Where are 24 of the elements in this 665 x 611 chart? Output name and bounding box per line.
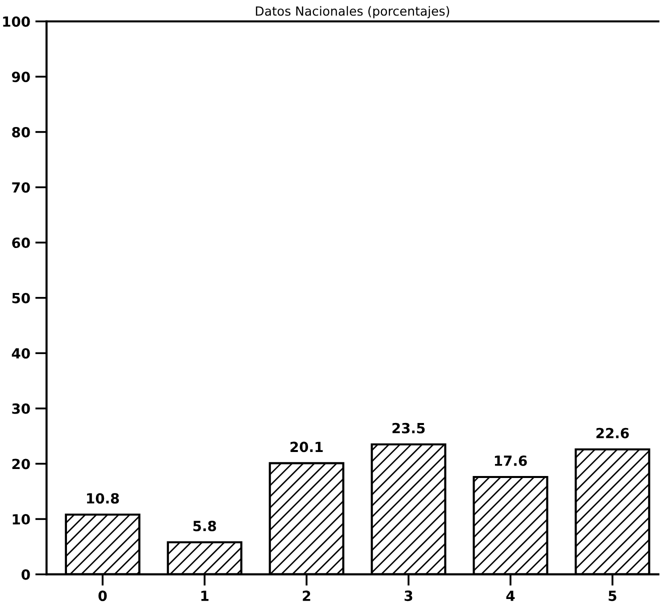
- y-tick-label: 40: [12, 348, 30, 359]
- y-tick-label: 30: [12, 403, 30, 414]
- x-tick-label: 4: [506, 590, 515, 601]
- data-label: 20.1: [290, 442, 323, 452]
- y-tick-label: 20: [12, 458, 30, 470]
- data-label: 5.8: [193, 520, 216, 532]
- y-tick-label: 10: [12, 514, 30, 525]
- x-tick-label: 1: [201, 590, 208, 601]
- x-tick-label: 5: [608, 590, 616, 602]
- data-label: 10.8: [87, 493, 119, 504]
- y-tick-label: 50: [12, 292, 30, 304]
- y-tick-label: 70: [12, 182, 30, 193]
- x-tick-label: 3: [404, 590, 412, 602]
- y-tick-label: 0: [22, 569, 30, 580]
- data-label: 22.6: [596, 428, 629, 438]
- x-tick-label: 2: [302, 590, 310, 601]
- y-tick-label: 80: [12, 126, 30, 138]
- x-tick-label: 0: [98, 590, 107, 602]
- y-tick-label: 90: [12, 72, 30, 82]
- chart-title: Datos Nacionales (porcentajes): [256, 6, 450, 18]
- data-label: 17.6: [494, 456, 527, 466]
- y-tick-label: 100: [3, 16, 30, 27]
- y-tick-label: 60: [12, 238, 30, 248]
- data-label: 23.5: [392, 422, 425, 434]
